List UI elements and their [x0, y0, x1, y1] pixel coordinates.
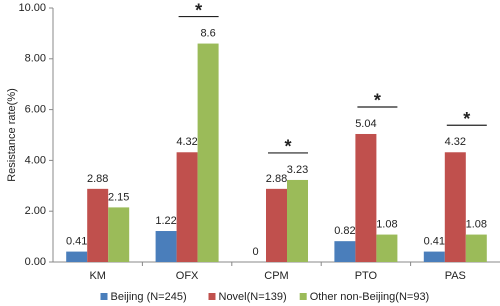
data-label: 1.08 [466, 218, 487, 230]
bar [266, 188, 287, 262]
y-tick-label: 0.00 [25, 256, 46, 268]
data-label: 0 [252, 246, 258, 258]
legend-label: Beijing (N=245) [111, 291, 187, 303]
x-tick-label: OFX [176, 270, 199, 282]
bar [87, 188, 109, 262]
data-label: 2.88 [87, 173, 108, 185]
bar [423, 251, 445, 262]
y-tick-label: 4.00 [25, 154, 46, 166]
y-tick-label: 2.00 [25, 205, 46, 217]
data-label: 3.23 [287, 164, 308, 176]
significance-marker: * [195, 0, 202, 20]
significance-marker: * [284, 137, 291, 157]
significance-marker: * [374, 91, 381, 111]
legend-label: Other non-Beijing(N=93) [310, 291, 430, 303]
y-tick-label: 10.00 [18, 2, 46, 14]
data-label: 4.32 [176, 136, 197, 148]
y-tick-label: 6.00 [25, 104, 46, 116]
bar [334, 241, 356, 262]
data-label: 1.08 [376, 218, 397, 230]
x-tick-label: PAS [445, 270, 466, 282]
bar [376, 234, 398, 262]
y-tick-label: 8.00 [25, 53, 46, 65]
data-label: 2.15 [108, 191, 129, 203]
data-label: 0.41 [66, 235, 87, 247]
bar [287, 179, 308, 262]
bar [66, 251, 88, 262]
legend-label: Novel(N=139) [219, 291, 287, 303]
bar [444, 152, 466, 262]
data-label: 0.41 [424, 235, 445, 247]
y-axis-label: Resistance rate(%) [6, 88, 18, 182]
bar [197, 43, 219, 263]
significance-marker: * [463, 109, 470, 129]
bar [465, 234, 487, 262]
bar [108, 207, 130, 262]
bar [155, 231, 177, 262]
legend-swatch [299, 293, 307, 300]
data-label: 8.6 [200, 27, 215, 39]
x-tick-label: KM [89, 270, 106, 282]
bar [355, 133, 377, 262]
bar [176, 152, 198, 262]
legend-swatch [208, 293, 216, 300]
data-label: 4.32 [445, 136, 466, 148]
data-label: 2.88 [266, 173, 287, 185]
legend-swatch [100, 293, 108, 300]
data-label: 0.82 [334, 225, 355, 237]
x-tick-label: CPM [264, 270, 288, 282]
data-label: 5.04 [355, 118, 376, 130]
x-tick-label: PTO [355, 270, 378, 282]
data-label: 1.22 [155, 215, 176, 227]
